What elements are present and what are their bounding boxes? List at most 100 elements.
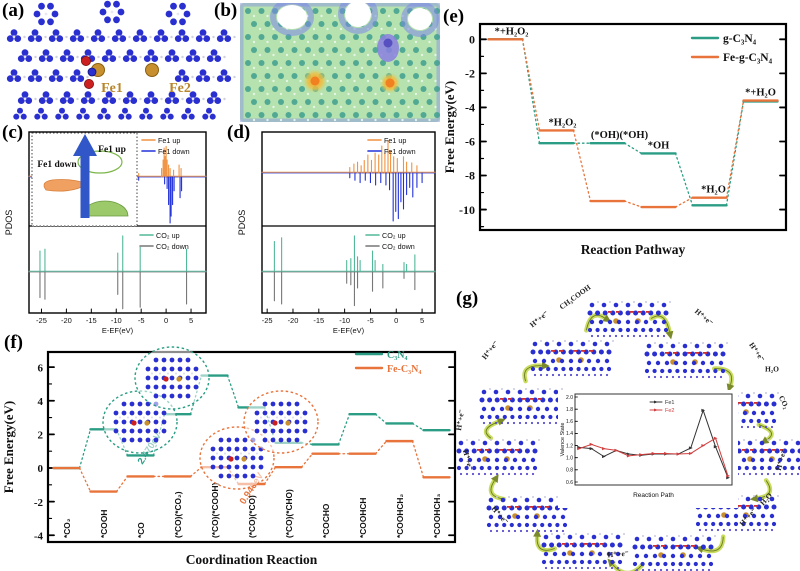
chart-shape [752,425,756,429]
chart-shape [694,536,700,542]
chart-shape [526,406,532,412]
chart-shape [673,352,677,354]
chart-shape [564,340,566,342]
chart-shape [596,334,600,338]
pore [345,3,371,27]
chart-shape [677,375,681,379]
chart-shape [250,455,256,461]
chart-shape [218,437,224,443]
plot-frame [574,393,733,486]
chart-shape [749,418,754,424]
chart-shape [609,542,615,548]
chart-shape [258,79,262,83]
chart-shape [524,505,530,511]
chart-shape [153,366,159,372]
chart-shape [517,465,522,471]
chart-shape [598,349,604,355]
chart-shape [481,406,487,412]
chart-shape [181,55,184,59]
chart-shape [533,414,538,420]
chart-shape [704,528,708,532]
chart-shape [353,53,356,57]
chart-shape [665,568,669,571]
chart-shape [12,35,16,38]
chart-shape [646,311,650,313]
chart-shape [536,497,542,503]
chart-shape [228,456,234,462]
chart-shape [299,53,302,57]
chart-shape [591,534,597,540]
chart-shape [529,506,533,508]
chart-shape [769,410,775,416]
chart-shape [81,113,85,116]
chart-shape [294,401,300,407]
chart-shape [541,389,547,395]
chart-shape [332,99,338,105]
chart-shape [144,420,150,426]
chart-shape [748,472,752,476]
chart-shape [153,393,159,399]
chart-shape [107,97,111,100]
chart-shape [393,112,400,118]
chart-shape [541,542,547,548]
chart-shape [270,410,276,416]
chart-shape [118,55,121,59]
cycle-arrow-line [650,315,670,332]
chart-shape [101,55,109,62]
chart-shape [312,27,316,31]
chart-shape [549,529,553,533]
chart-shape [701,561,706,567]
chart-shape [413,47,419,53]
point-label: *OH [648,140,670,151]
chart-shape [764,449,768,451]
chart-shape [185,97,193,104]
chart-shape [23,55,27,58]
chart-shape [650,334,654,338]
chart-shape [78,467,92,493]
chart-shape [434,86,440,92]
chart-shape [318,99,325,105]
chart-shape [487,465,492,471]
chart-shape [73,69,81,77]
panel-d-tag: (d) [227,122,251,143]
chart-shape [10,29,18,37]
chart-shape [674,152,694,206]
spin-down-lobe [43,179,89,192]
chart-shape [634,536,640,542]
chart-shape [682,360,688,366]
chart-shape [242,473,248,479]
chart-shape [467,457,473,463]
chart-shape [595,559,600,565]
chart-shape [758,528,762,532]
chart-shape [575,533,577,535]
chart-shape [791,439,793,441]
chart-shape [755,439,757,441]
chart-shape [655,561,660,567]
chart-shape [698,368,703,374]
chart-shape [199,29,207,37]
chart-shape [251,99,257,105]
chart-shape [97,113,104,120]
chart-shape [305,99,311,105]
chart-shape [494,421,498,425]
chart-shape [655,360,661,366]
chart-shape [121,437,127,443]
chart-shape [264,73,271,79]
chart-shape [741,392,743,394]
chart-shape [10,69,18,77]
chart-shape [557,373,561,377]
chart-shape [411,422,425,431]
chart-shape [495,414,500,420]
chart-shape [326,112,332,118]
chart-shape [539,373,543,377]
y-tick-label: 1.4 [566,431,573,437]
legend-entry: Fe1 [665,400,674,406]
chart-shape [796,472,800,476]
chart-shape [339,34,346,40]
chart-shape [143,97,151,104]
chart-shape [347,66,350,70]
chart-shape [541,559,547,565]
spin-up-label: Fe1 up [98,145,126,155]
chart-shape [752,465,757,471]
chart-shape [572,559,577,565]
